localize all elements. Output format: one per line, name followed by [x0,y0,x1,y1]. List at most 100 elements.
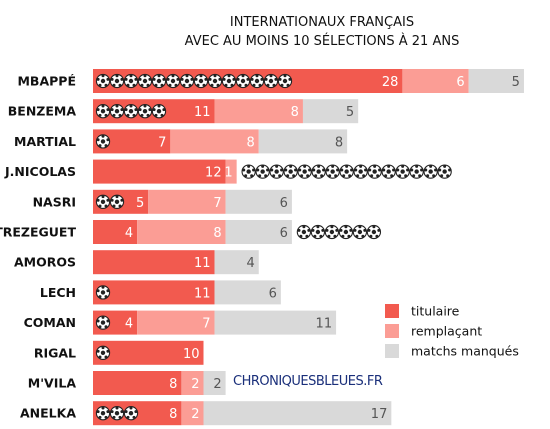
data-label: 7 [213,196,221,211]
soccer-ball-icon [437,164,452,179]
bar-segment-titulaire [93,371,182,395]
data-label: 11 [194,105,211,120]
soccer-ball-icon [109,104,125,119]
category-label: MBAPPÉ [17,74,76,89]
bar-segment-rempla-ant [181,401,204,426]
bar-segment-titulaire [93,220,138,244]
soccer-ball-icon [109,194,125,209]
bar-row: ANELKA 8 2 17 [20,401,392,426]
soccer-ball-icon [95,134,111,149]
data-label: 8 [246,135,254,150]
data-label: 11 [194,286,211,301]
legend-swatch [385,304,399,318]
soccer-ball-icon [95,315,111,330]
category-label: MARTIAL [14,134,76,149]
data-label: 8 [291,105,299,120]
data-label: 5 [136,196,144,211]
data-label: 2 [213,377,221,392]
legend-swatch [385,344,399,358]
data-label: 2 [191,377,199,392]
soccer-ball-icon [123,406,139,421]
bar-segment-titulaire [93,159,226,184]
soccer-ball-icon [95,194,111,209]
bar-row: M'VILA 8 2 2 [28,371,226,395]
soccer-ball-icon [283,164,298,179]
data-label: 5 [346,105,354,120]
bar-row: COMAN 4 7 11 [24,310,337,335]
bar-segment-rempla-ant [402,69,469,93]
soccer-ball-icon [352,224,368,240]
soccer-ball-icon [353,164,368,179]
soccer-ball-icon [109,73,125,89]
soccer-ball-icon [95,73,111,89]
data-label: 8 [169,377,177,392]
soccer-ball-icon [95,345,111,360]
bar-segment-rempla-ant [170,129,259,154]
bar-segment-titulaire [93,340,204,365]
soccer-ball-icon [123,104,139,119]
bar-row: MBAPPÉ 28 6 5 [17,69,524,93]
data-label: 8 [169,407,177,422]
soccer-ball-icon [137,104,153,119]
category-label: J.NICOLAS [4,164,76,179]
soccer-ball-icon [297,164,312,179]
data-label: 4 [125,226,133,241]
bar-segment-matchs-manqu-s [203,401,392,426]
bar-segment-matchs-manqu-s [203,371,226,395]
soccer-ball-icon [423,164,438,179]
soccer-ball-icon [311,164,326,179]
soccer-ball-icon [395,164,410,179]
bar-row: TREZEGUET 4 8 6 [0,220,382,244]
category-label: M'VILA [28,376,77,391]
soccer-ball-icon [269,164,284,179]
category-label: COMAN [24,315,76,330]
chart-subtitle: AVEC AU MOINS 10 SÉLECTIONS À 21 ANS [185,33,460,49]
bar-segment-matchs-manqu-s [214,310,337,335]
category-label: AMOROS [14,255,76,270]
soccer-ball-icon [324,224,340,240]
soccer-ball-icon [109,406,125,421]
legend-label: remplaçant [411,324,482,339]
bar-row: LECH 11 6 [40,280,281,305]
data-label: 11 [316,317,333,332]
soccer-ball-icon [277,73,293,89]
bar-segment-matchs-manqu-s [214,250,259,275]
data-label: 8 [335,135,343,150]
soccer-ball-icon [137,73,153,89]
bar-segment-rempla-ant [137,220,226,244]
soccer-ball-icon [339,164,354,179]
soccer-ball-icon [249,73,265,89]
bar-row: BENZEMA 11 8 5 [8,99,359,124]
bar-row: MARTIAL 7 8 8 [14,129,348,154]
bar-segment-matchs-manqu-s [214,280,281,305]
soccer-ball-icon [296,224,312,240]
data-label: 4 [246,256,254,271]
soccer-ball-icon [241,164,256,179]
bar-segment-rempla-ant [137,310,215,335]
soccer-ball-icon [179,73,195,89]
data-label: 5 [512,75,520,90]
legend-swatch [385,324,399,338]
bar-segment-rempla-ant [148,189,226,214]
data-label: 6 [280,196,288,211]
soccer-ball-icon [338,224,354,240]
soccer-ball-icon [255,164,270,179]
bar-segment-titulaire [93,250,215,275]
category-label: ANELKA [20,406,76,421]
bar-segment-matchs-manqu-s [225,189,292,214]
data-label: 17 [371,407,388,422]
category-label: RIGAL [34,345,76,360]
soccer-ball-icon [165,73,181,89]
legend: titulaire remplaçant matchs manqués [385,304,519,359]
soccer-ball-icon [95,406,111,421]
data-label: 7 [158,135,166,150]
chart-title: INTERNATIONAUX FRANÇAIS [230,15,414,30]
bar-segment-rempla-ant [181,371,204,395]
soccer-ball-icon [381,164,396,179]
soccer-ball-icon [409,164,424,179]
data-label: 8 [213,226,221,241]
bar-segment-matchs-manqu-s [302,99,359,124]
bar-segment-matchs-manqu-s [258,129,348,154]
